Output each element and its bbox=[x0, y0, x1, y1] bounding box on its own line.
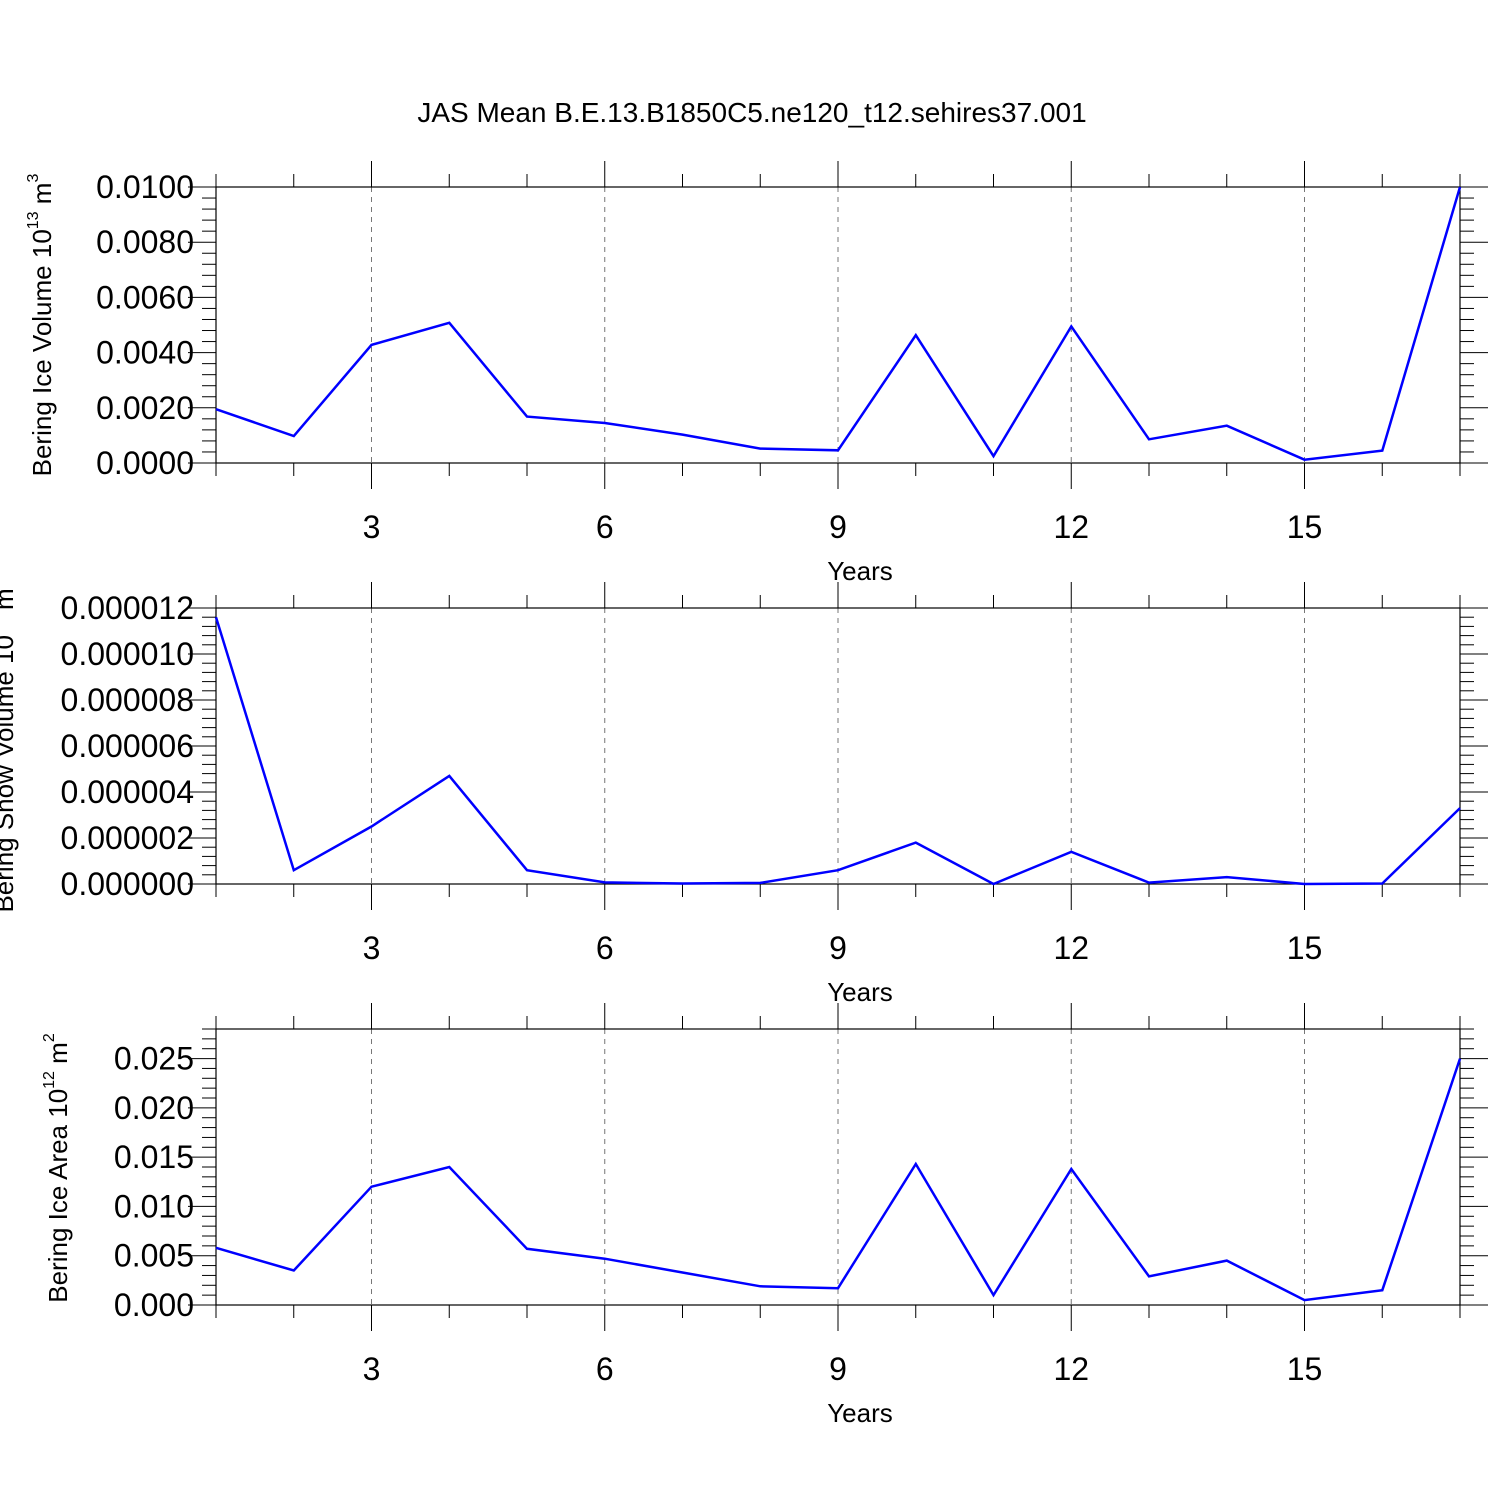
y-tick-label: 0.000008 bbox=[61, 682, 194, 718]
panel-ice-volume: 3 6 9 12 15 Years 0.0000 0.0020 0.0040 0.0060 0.00… bbox=[25, 161, 1488, 586]
series-line bbox=[215, 186, 1462, 461]
y-tick-label: 0.0000 bbox=[96, 445, 194, 481]
x-tick-label: 12 bbox=[1053, 1351, 1089, 1387]
series-line bbox=[214, 616, 1461, 886]
y-axis-label-text: Bering Ice Volume 10 bbox=[27, 229, 57, 476]
y-axis-label-text: m bbox=[27, 183, 57, 212]
y-axis-label-superscript: 13 bbox=[0, 617, 4, 635]
x-axis-label: Years bbox=[827, 556, 893, 586]
panel-ice-area: 3 6 9 12 15 Years 0.000 0.005 0.010 0.015 0.020 0.0… bbox=[41, 1003, 1488, 1428]
x-axis-label: Years bbox=[827, 977, 893, 1007]
chart-title: JAS Mean B.E.13.B1850C5.ne120_t12.sehire… bbox=[417, 97, 1086, 128]
y-tick-label: 0.0080 bbox=[96, 224, 194, 260]
y-tick-label: 0.000012 bbox=[61, 590, 194, 626]
x-tick-label: 9 bbox=[829, 509, 847, 545]
y-tick-label: 0.000006 bbox=[61, 728, 194, 764]
y-tick-label: 0.010 bbox=[114, 1188, 194, 1224]
x-tick-label: 9 bbox=[829, 1351, 847, 1387]
x-tick-label: 3 bbox=[363, 509, 381, 545]
y-tick-label: 0.025 bbox=[114, 1041, 194, 1077]
y-axis-label-superscript: 3 bbox=[0, 579, 4, 588]
y-tick-label: 0.015 bbox=[114, 1139, 194, 1175]
y-axis-label-text: Bering Ice Area 10 bbox=[43, 1089, 73, 1303]
panel-snow-volume: 3 6 9 12 15 Years 0.000000 0.000002 0.000004 0.00… bbox=[0, 579, 1488, 1007]
x-tick-label: 15 bbox=[1287, 1351, 1323, 1387]
x-tick-label: 12 bbox=[1053, 509, 1089, 545]
y-axis-label-superscript: 12 bbox=[41, 1071, 58, 1089]
y-tick-label: 0.0040 bbox=[96, 335, 194, 371]
y-axis-label: Bering Ice Volume 1013 m3 bbox=[25, 174, 57, 477]
y-tick-label: 0.005 bbox=[114, 1238, 194, 1274]
x-tick-label: 12 bbox=[1053, 930, 1089, 966]
y-axis-label-text: m bbox=[43, 1042, 73, 1071]
x-tick-label: 6 bbox=[596, 1351, 614, 1387]
y-axis-label: Bering Ice Area 1012 m2 bbox=[41, 1033, 73, 1303]
y-tick-label: 0.0060 bbox=[96, 279, 194, 315]
x-tick-label: 15 bbox=[1287, 930, 1323, 966]
y-tick-label: 0.000002 bbox=[61, 820, 194, 856]
x-tick-label: 3 bbox=[363, 1351, 381, 1387]
x-tick-label: 6 bbox=[596, 509, 614, 545]
y-tick-label: 0.000000 bbox=[61, 866, 194, 902]
y-tick-label: 0.0100 bbox=[96, 169, 194, 205]
x-axis-label: Years bbox=[827, 1398, 893, 1428]
x-tick-label: 9 bbox=[829, 930, 847, 966]
x-tick-label: 3 bbox=[363, 930, 381, 966]
y-axis-label: Bering Snow Volume 1013 m3 bbox=[0, 579, 19, 912]
x-tick-label: 6 bbox=[596, 930, 614, 966]
y-tick-label: 0.020 bbox=[114, 1090, 194, 1126]
x-tick-label: 15 bbox=[1287, 509, 1323, 545]
y-tick-label: 0.000 bbox=[114, 1287, 194, 1323]
y-axis-label-text: Bering Snow Volume 10 bbox=[0, 635, 19, 913]
y-tick-label: 0.000010 bbox=[61, 636, 194, 672]
y-axis-label-superscript: 2 bbox=[41, 1033, 58, 1042]
y-axis-label-text: m bbox=[0, 588, 19, 617]
y-tick-label: 0.000004 bbox=[61, 774, 194, 810]
series-line bbox=[215, 1058, 1462, 1302]
y-axis-label-superscript: 3 bbox=[25, 174, 42, 183]
y-axis-label-superscript: 13 bbox=[25, 211, 42, 229]
y-tick-label: 0.0020 bbox=[96, 390, 194, 426]
